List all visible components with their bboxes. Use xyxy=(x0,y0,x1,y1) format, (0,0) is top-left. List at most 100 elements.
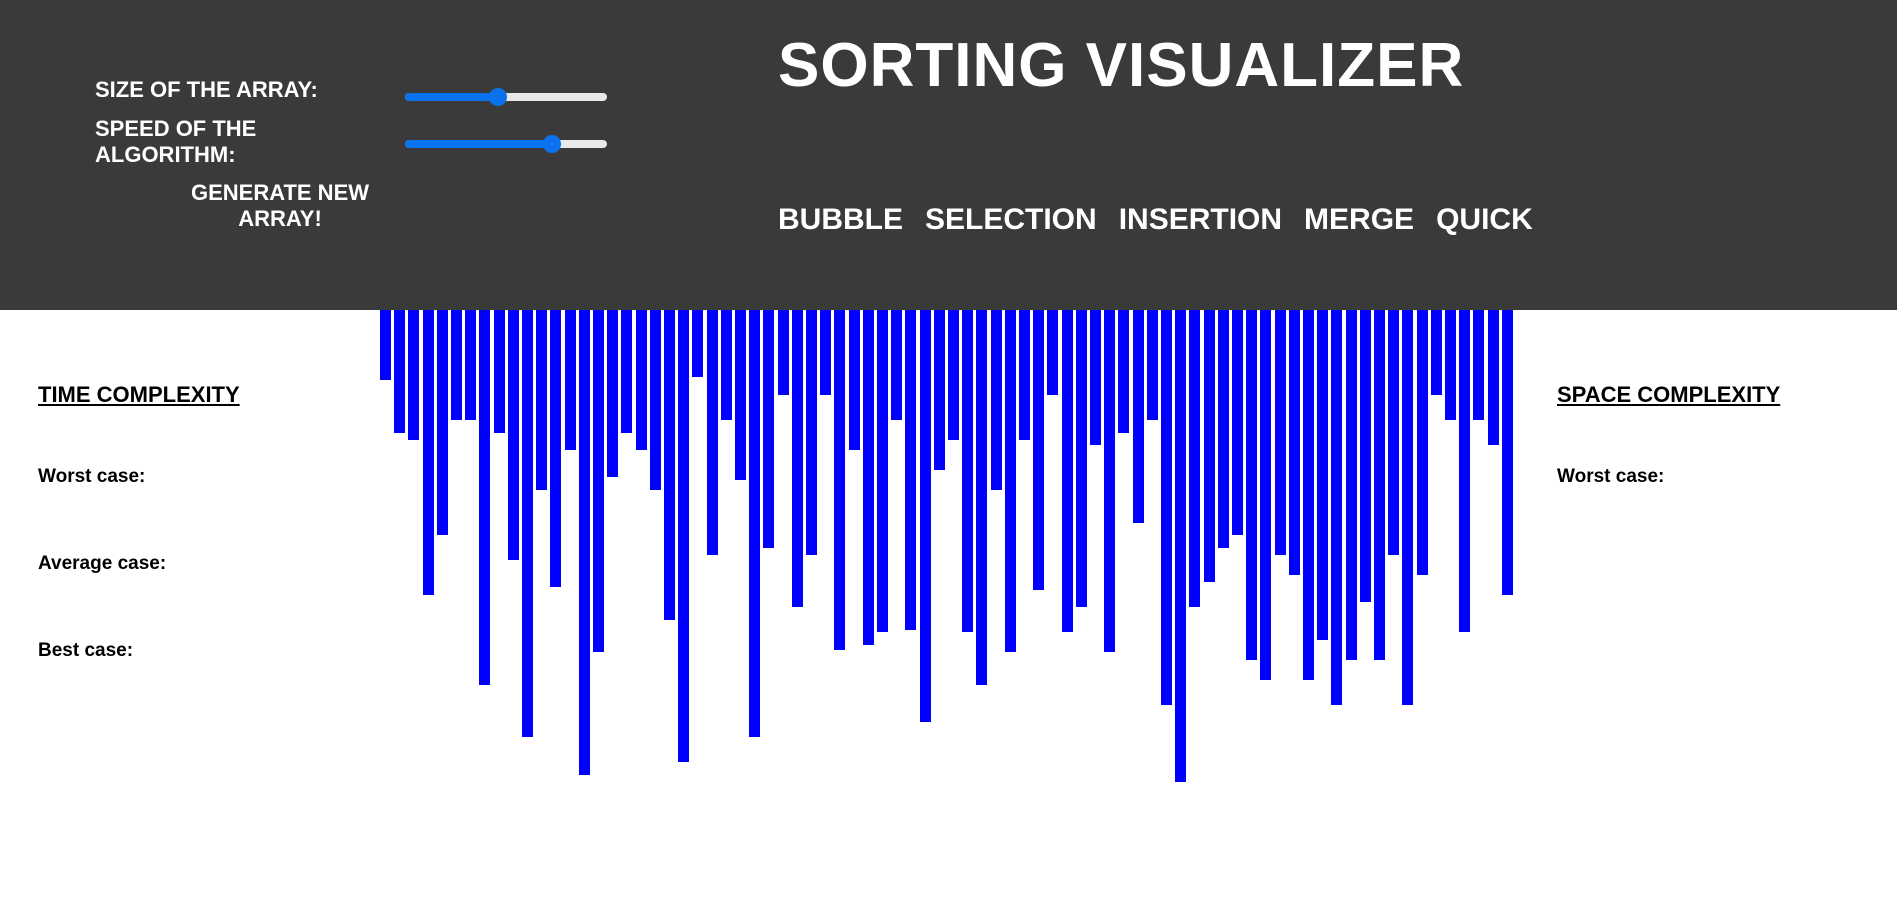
array-bar xyxy=(678,310,690,762)
array-bar xyxy=(1217,310,1229,548)
array-bar xyxy=(1232,310,1243,535)
speed-slider-thumb[interactable] xyxy=(543,135,562,153)
space-complexity-panel: SPACE COMPLEXITY Worst case: xyxy=(1557,380,1780,551)
array-bar xyxy=(692,310,704,377)
array-bar xyxy=(465,310,477,420)
array-bar xyxy=(905,310,917,630)
speed-label-line1: SPEED OF THE xyxy=(95,116,257,141)
array-bar xyxy=(1090,310,1101,445)
array-bar xyxy=(891,310,903,420)
space-worst-case-label: Worst case: xyxy=(1557,466,1665,487)
array-bar xyxy=(380,310,391,380)
array-bar xyxy=(564,310,576,450)
array-bar xyxy=(877,310,888,632)
array-bar xyxy=(1118,310,1130,433)
array-bar xyxy=(394,310,406,433)
array-bar xyxy=(1161,310,1172,705)
array-bar xyxy=(1132,310,1144,523)
array-bar xyxy=(422,310,434,595)
array-bar xyxy=(1104,310,1116,652)
array-bar xyxy=(1459,310,1471,632)
array-bar xyxy=(1359,310,1371,602)
array-bar xyxy=(820,310,832,395)
array-bar xyxy=(550,310,562,587)
array-bar xyxy=(1075,310,1087,607)
array-bar xyxy=(1317,310,1329,640)
array-bar xyxy=(493,310,505,433)
array-bar xyxy=(1019,310,1030,440)
array-bar xyxy=(1388,310,1400,555)
array-bar xyxy=(408,310,420,440)
array-bar xyxy=(1260,310,1272,680)
array-bar xyxy=(919,310,931,722)
array-bar xyxy=(720,310,732,420)
array-bar xyxy=(1501,310,1513,595)
time-complexity-heading: TIME COMPLEXITY xyxy=(38,382,240,407)
speed-slider[interactable] xyxy=(405,135,607,153)
array-size-slider-thumb[interactable] xyxy=(488,88,507,106)
array-size-label: SIZE OF THE ARRAY: xyxy=(95,77,318,102)
algo-selection-button[interactable]: SELECTION xyxy=(925,203,1097,236)
space-complexity-heading: SPACE COMPLEXITY xyxy=(1557,382,1781,407)
array-bar xyxy=(1374,310,1385,660)
array-bar xyxy=(763,310,775,548)
array-bar xyxy=(1203,310,1215,582)
algo-merge-button[interactable]: MERGE xyxy=(1304,203,1415,236)
array-bar xyxy=(1487,310,1499,445)
array-bar xyxy=(1303,310,1314,680)
array-bar xyxy=(607,310,619,477)
time-best-case-label: Best case: xyxy=(38,640,134,661)
array-bar xyxy=(1274,310,1286,555)
array-size-slider-fill xyxy=(405,93,498,101)
speed-slider-fill xyxy=(405,140,553,148)
array-bar xyxy=(664,310,675,620)
array-bar xyxy=(834,310,846,650)
array-bar xyxy=(1061,310,1073,632)
array-bar xyxy=(536,310,548,490)
time-average-case-label: Average case: xyxy=(38,553,167,574)
array-bar xyxy=(706,310,718,555)
array-bar xyxy=(1175,310,1187,782)
generate-label-line2: ARRAY! xyxy=(238,206,322,231)
array-bar xyxy=(578,310,590,775)
algo-insertion-button[interactable]: INSERTION xyxy=(1118,203,1283,236)
array-bar xyxy=(479,310,491,685)
array-bar xyxy=(1473,310,1485,420)
speed-label: SPEED OF THE ALGORITHM: xyxy=(95,116,256,168)
array-bar xyxy=(522,310,533,737)
time-complexity-panel: TIME COMPLEXITY Worst case: Average case… xyxy=(38,380,240,725)
array-bar xyxy=(635,310,647,450)
array-bar xyxy=(1445,310,1456,420)
array-bar xyxy=(1402,310,1414,705)
array-bar xyxy=(777,310,789,395)
generate-label-line1: GENERATE NEW xyxy=(190,180,370,205)
array-bar xyxy=(976,310,988,685)
algo-quick-button[interactable]: QUICK xyxy=(1436,203,1533,236)
array-bar xyxy=(451,310,462,420)
array-bar xyxy=(948,310,959,440)
array-size-slider[interactable] xyxy=(405,88,607,106)
array-bar xyxy=(621,310,633,433)
array-bar xyxy=(1004,310,1016,652)
array-bar xyxy=(749,310,761,737)
array-bar xyxy=(791,310,803,607)
array-bar xyxy=(990,310,1002,490)
speed-label-line2: ALGORITHM: xyxy=(95,142,236,167)
array-bar xyxy=(933,310,945,470)
array-bar xyxy=(806,310,817,555)
algo-bubble-button[interactable]: BUBBLE xyxy=(778,203,903,236)
array-bar xyxy=(735,310,746,480)
algorithm-nav: BUBBLE SELECTION INSERTION MERGE QUICK xyxy=(778,200,1533,240)
array-bar xyxy=(1047,310,1059,395)
array-bar xyxy=(436,310,448,535)
array-bar xyxy=(1189,310,1201,607)
array-bar xyxy=(1345,310,1357,660)
array-bar xyxy=(593,310,604,652)
array-bar xyxy=(507,310,519,560)
array-bar xyxy=(1288,310,1300,575)
generate-new-array-button[interactable]: GENERATE NEW ARRAY! xyxy=(180,180,380,232)
array-bar xyxy=(1146,310,1158,420)
page-title: SORTING VISUALIZER xyxy=(778,31,1465,100)
array-bar xyxy=(1416,310,1428,575)
array-bar xyxy=(1033,310,1045,590)
